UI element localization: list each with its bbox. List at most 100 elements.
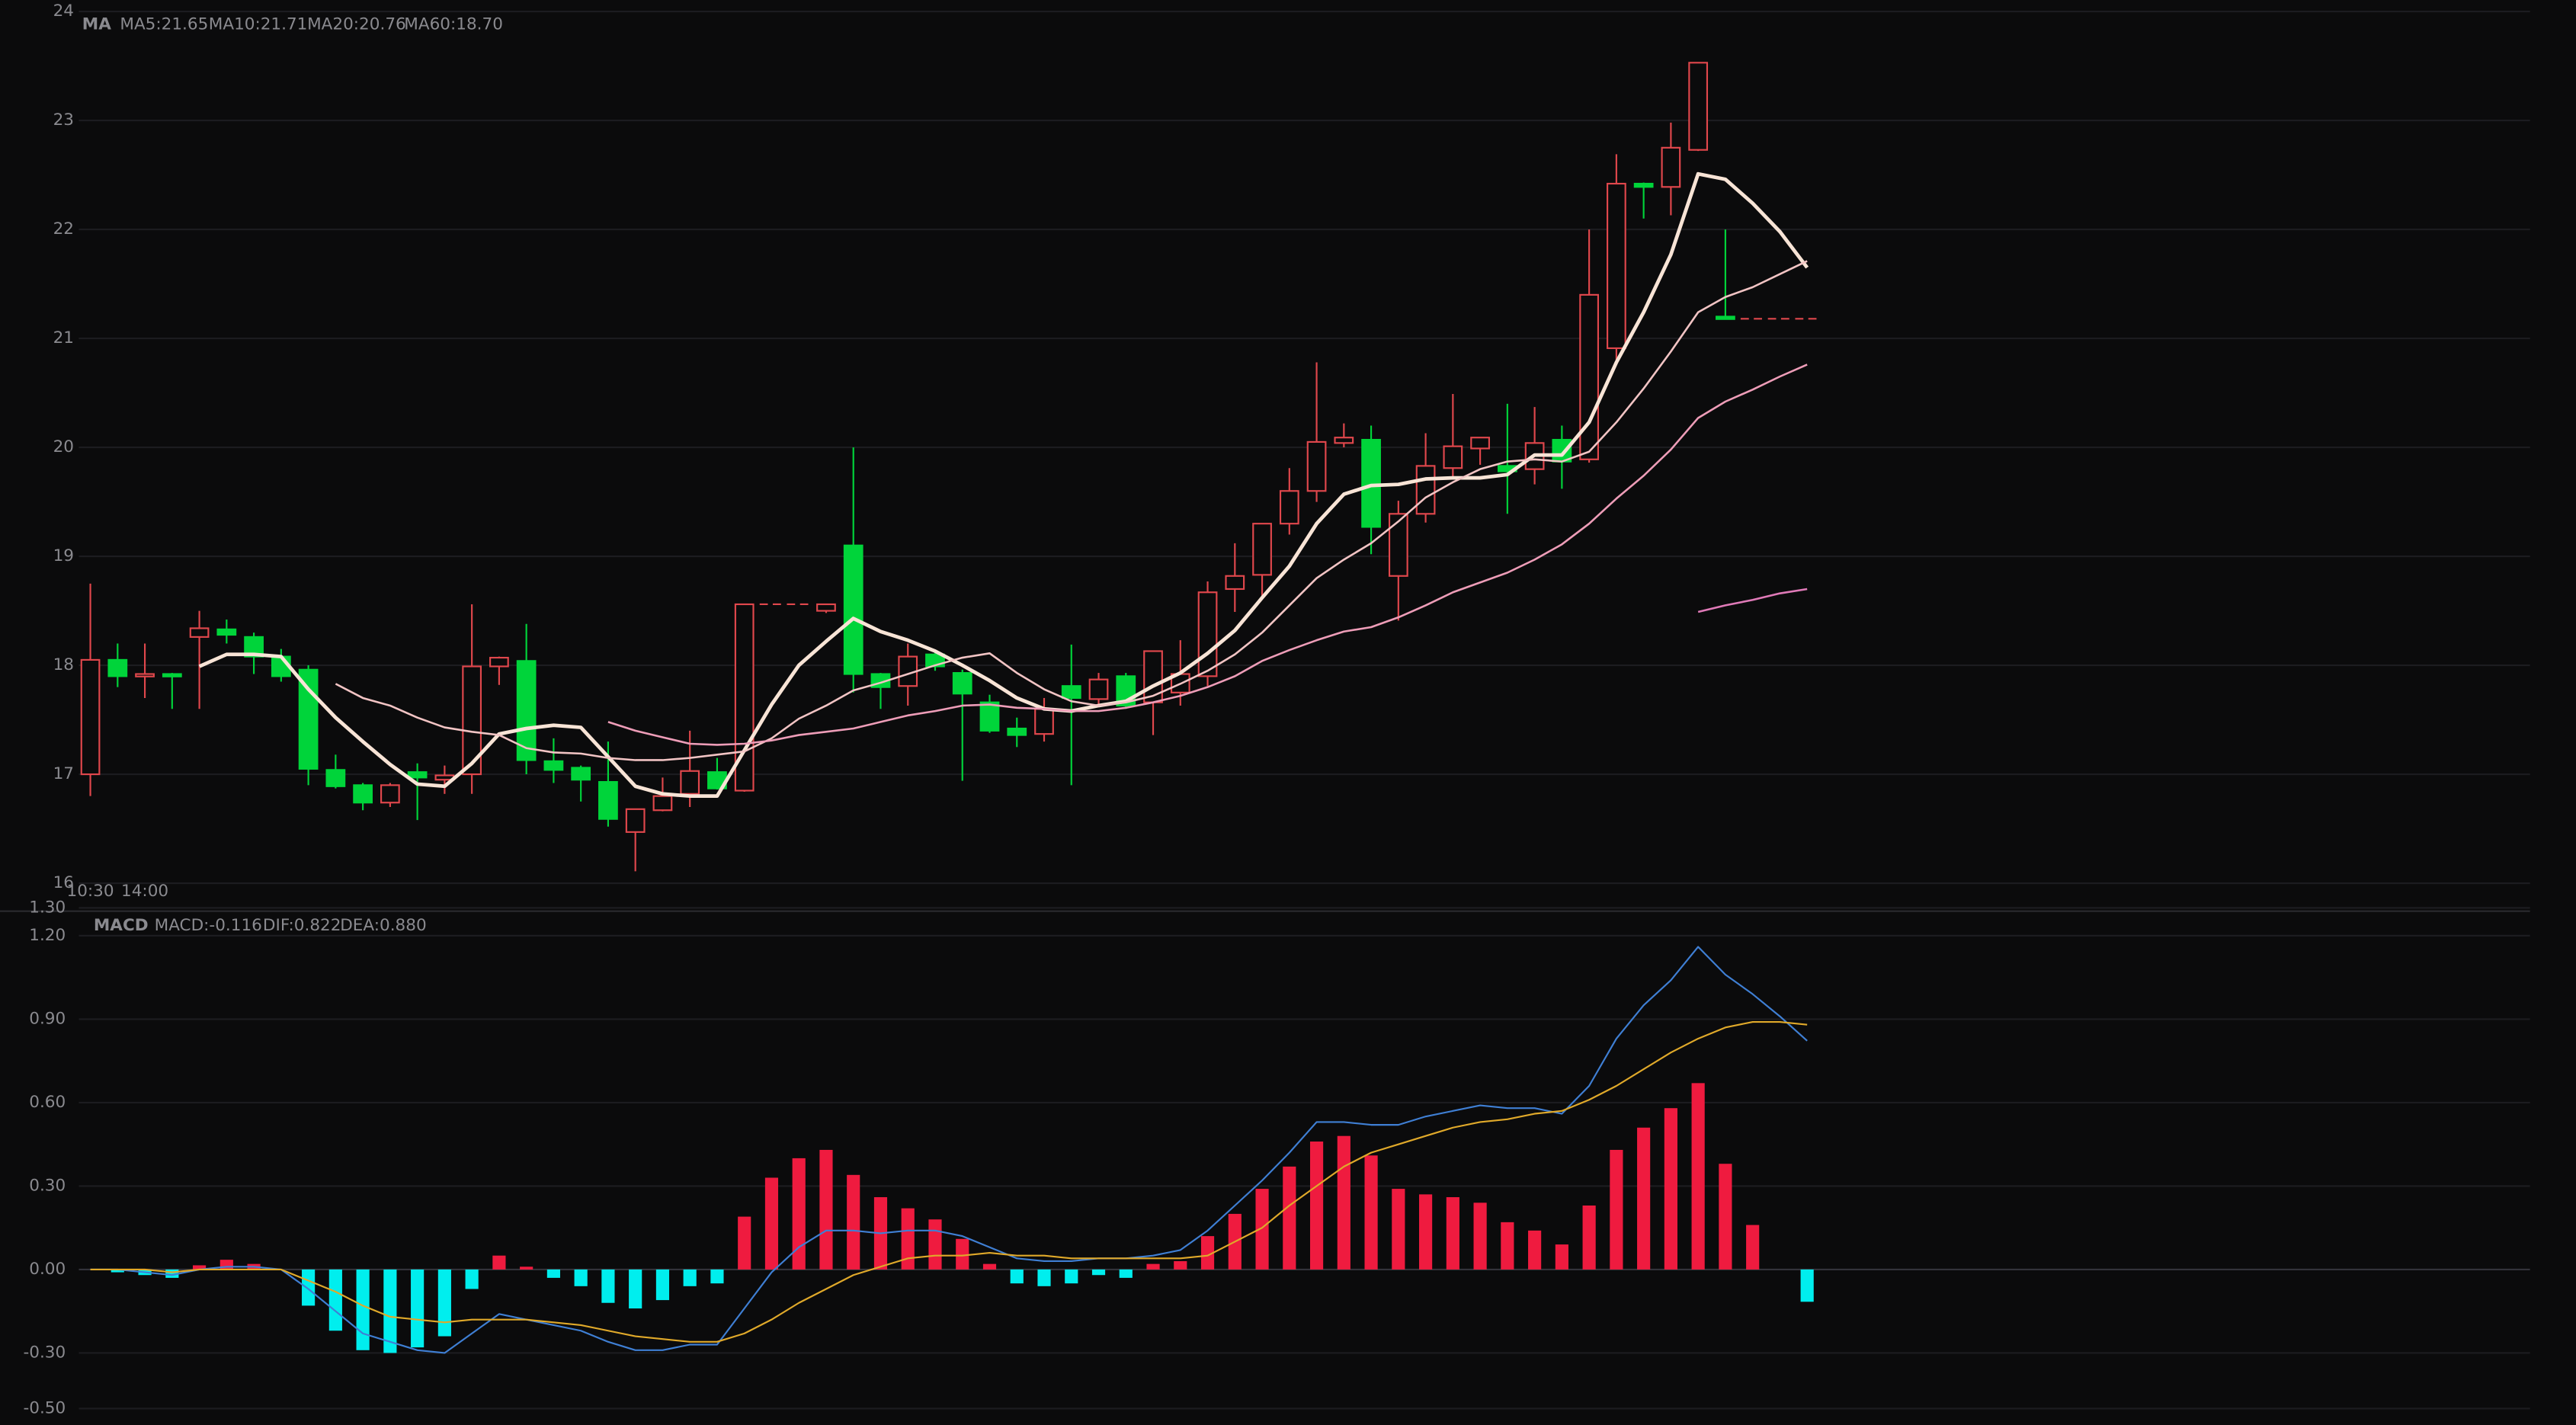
candle-body [516,660,537,761]
macd-bar [901,1208,915,1270]
macd-bar [1664,1108,1677,1270]
macd-bar [1309,1142,1324,1270]
candle-body [816,603,836,612]
candle-body [652,795,673,812]
series-line [90,946,1808,1354]
y-tick-label: -0.50 [23,1398,66,1417]
y-tick-label: 0.90 [29,1009,66,1028]
macd-bar [1473,1202,1487,1270]
macd-bar [982,1263,997,1270]
macd-bar [1392,1189,1405,1270]
candle-body [1633,182,1654,188]
macd-bar [165,1269,179,1278]
candle-body [1061,685,1081,700]
y-tick-label: 20 [53,437,74,456]
legend-entry: DIF:0.822 [263,916,341,935]
candle-body [325,769,346,787]
candle-body [1088,678,1109,700]
macd-bar [302,1269,316,1306]
candle-body [979,701,1000,732]
macd-bar [710,1269,724,1284]
candle-body [1007,727,1027,736]
macd-bar [1555,1244,1568,1270]
candle-body [1579,293,1600,460]
candle-body [1388,513,1408,577]
macd-bar [383,1269,397,1353]
candle-body [1225,575,1245,591]
candle-body [680,770,700,795]
y-tick-label: 18 [53,655,74,674]
macd-bar [1501,1222,1514,1270]
candle-body [135,673,155,677]
y-tick-label: 16 [53,873,74,892]
series-line [607,363,1808,746]
candle-body [1252,523,1272,576]
macd-bar [792,1158,806,1270]
candle-body [1034,708,1054,735]
x-tick-label: 14:00 [121,882,168,901]
candle-body [1306,440,1327,492]
macd-bar [629,1269,642,1309]
candle-body [489,656,509,668]
candle-body [1197,591,1218,677]
macd-bar [1691,1083,1705,1270]
series-line [198,171,1809,799]
macd-bar [956,1238,969,1270]
y-tick-label: 23 [53,110,74,130]
macd-bar [1065,1269,1078,1284]
candle-body [380,784,400,804]
x-tick-label: 10:30 [67,882,114,901]
macd-bar [1719,1164,1732,1270]
macd-bar [437,1269,451,1337]
candle-body [1443,445,1463,469]
macd-bar [1200,1236,1215,1270]
y-tick-label: 1.20 [29,926,66,945]
candle-body [1661,146,1681,188]
series-line [1697,588,1808,613]
y-tick-label: 0.30 [29,1176,66,1195]
legend-title: MACD [94,916,149,935]
macd-bar [1800,1269,1814,1302]
macd-bar [520,1266,533,1270]
macd-bar [928,1219,942,1270]
macd-bar [1119,1269,1133,1278]
y-tick-label: 1.30 [29,898,66,917]
candle-body [407,771,428,779]
macd-bar [1364,1155,1378,1270]
macd-bar [847,1174,860,1270]
candle-body [1607,182,1626,350]
y-tick-label: 24 [53,2,74,21]
macd-bar [1255,1189,1269,1270]
macd-bar [601,1269,615,1303]
macd-bar [411,1269,425,1348]
y-tick-label: 17 [53,764,74,783]
candle-body [1361,438,1381,528]
legend-title: MA [82,14,111,34]
y-tick-label: 0.00 [29,1260,66,1279]
macd-bar [574,1269,588,1286]
macd-bar [1419,1194,1433,1270]
y-tick-label: 19 [53,546,74,565]
macd-bar [193,1265,207,1270]
macd-bar [1528,1230,1542,1270]
series-line [90,1020,1808,1343]
y-tick-label: 21 [53,328,74,347]
candle-body [571,767,591,781]
macd-bar [683,1269,697,1286]
macd-bar [492,1255,506,1270]
candle-body [353,784,373,804]
candle-body [107,658,128,677]
candle-body [462,665,482,776]
macd-bar [1582,1205,1596,1270]
candle-body [625,808,646,833]
y-tick-label: -0.30 [23,1343,66,1362]
macd-bar [1010,1269,1024,1284]
macd-bar [546,1269,560,1278]
candle-body [1716,315,1735,320]
candle-body [952,671,972,695]
legend-entry: MA5:21.65 [120,14,208,34]
macd-bar [1610,1149,1623,1270]
candle-body [1470,437,1490,450]
candle-body [1279,490,1299,525]
